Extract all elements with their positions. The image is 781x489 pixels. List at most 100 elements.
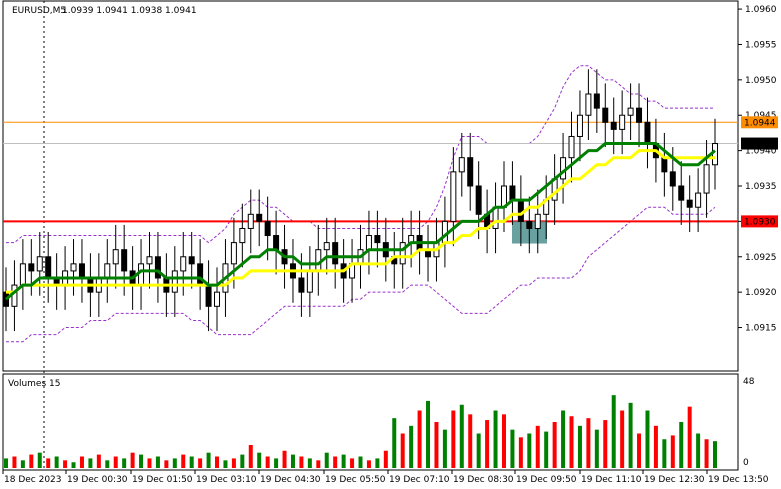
candle-body <box>610 121 617 130</box>
volume-bar <box>79 456 84 468</box>
price-tag-label: 1.0941 <box>744 140 776 150</box>
candle-body <box>458 157 465 173</box>
candle-body <box>230 242 237 265</box>
candle-body <box>441 220 448 244</box>
candle-body <box>256 213 263 222</box>
volume-bar <box>535 425 540 468</box>
price-tag-box <box>741 137 778 150</box>
volume-bar <box>248 445 253 468</box>
candle-body <box>197 263 204 286</box>
candle-body <box>593 93 600 109</box>
candle-body <box>298 277 305 293</box>
price-tag-box <box>741 116 778 129</box>
volume-bar <box>240 454 245 468</box>
volume-bar <box>257 452 262 468</box>
candle-body <box>45 256 52 279</box>
volume-bar <box>468 414 473 468</box>
volume-bar <box>510 429 515 468</box>
volume-pane <box>2 373 739 471</box>
candle-body <box>644 121 651 145</box>
y-tick-label: 1.0950 <box>745 76 777 86</box>
volume-bar <box>46 458 51 468</box>
candle-body <box>188 256 195 265</box>
candle-body <box>661 157 668 173</box>
candle-body <box>517 199 524 222</box>
candle-body <box>602 107 609 123</box>
volume-bar <box>130 452 135 468</box>
candle-body <box>28 263 35 272</box>
x-tick-label: 19 Dec 01:50 <box>132 475 193 485</box>
volume-bar <box>316 460 321 468</box>
y-tick-label: 1.0915 <box>745 324 777 334</box>
volume-bar <box>358 456 363 468</box>
volume-bar <box>662 439 667 468</box>
x-tick-label: 19 Dec 12:30 <box>644 475 705 485</box>
candle-body <box>11 284 18 307</box>
volume-bar <box>29 454 34 468</box>
volume-bar <box>350 458 355 468</box>
volume-bar <box>544 431 549 468</box>
candle-body <box>154 256 161 279</box>
price-pane <box>2 0 739 372</box>
volume-bar <box>20 460 25 468</box>
volume-bar <box>704 439 709 468</box>
volume-bar <box>653 425 658 468</box>
volume-bar <box>198 458 203 468</box>
volume-bar <box>122 458 127 468</box>
volume-bar <box>561 410 566 468</box>
volume-bar <box>679 422 684 468</box>
candle-body <box>568 135 575 159</box>
volume-bar <box>577 425 582 468</box>
band-lower-line <box>6 206 716 343</box>
chart-symbol: EURUSD,M5 <box>12 6 66 16</box>
candle-body <box>627 107 634 116</box>
volume-bar <box>687 406 692 468</box>
volume-bar <box>696 433 701 468</box>
y-tick-label: 1.0940 <box>745 147 777 157</box>
y-tick-label: 1.0935 <box>745 182 777 192</box>
volume-bar <box>713 441 717 468</box>
volume-bar <box>493 410 498 468</box>
moving-averages <box>5 142 716 301</box>
x-tick-label: 18 Dec 2023 <box>4 475 62 485</box>
x-tick-label: 19 Dec 11:10 <box>581 475 642 485</box>
volume-zero-label: 0 <box>743 458 749 468</box>
volume-bar <box>375 458 380 468</box>
volume-bar <box>172 458 177 468</box>
y-tick-label: 1.0960 <box>745 5 777 15</box>
volume-bar <box>409 425 414 468</box>
candle-body <box>712 143 718 166</box>
candle-body <box>273 235 280 251</box>
volume-bar <box>181 454 186 468</box>
candle-body <box>239 227 246 244</box>
volume-bar <box>147 458 152 468</box>
candle-body <box>19 263 26 286</box>
volume-bar <box>206 452 211 468</box>
volume-bar <box>4 458 8 468</box>
candle-body <box>585 93 592 116</box>
candle-body <box>636 107 643 123</box>
candle-body <box>264 220 271 237</box>
x-tick-label: 19 Dec 08:30 <box>453 475 514 485</box>
candle-body <box>365 235 372 251</box>
volume-bar <box>37 452 42 468</box>
volume-bar <box>459 404 464 468</box>
candle-body <box>138 263 145 286</box>
x-tick-label: 19 Dec 04:30 <box>260 475 321 485</box>
volume-bar <box>96 454 101 468</box>
volume-bar <box>611 395 616 468</box>
candle-body <box>669 171 676 187</box>
y-tick-label: 1.0955 <box>745 40 777 50</box>
volume-bar <box>552 422 557 468</box>
volume-label: Volumes 15 <box>8 379 60 389</box>
volume-bar <box>426 400 431 468</box>
volume-max-label: 48 <box>743 377 755 387</box>
candle-body <box>70 263 77 272</box>
volume-bar <box>105 460 110 468</box>
time-axis: 18 Dec 2023 19 Dec 00:30 19 Dec 01:50 19 De… <box>2 470 769 485</box>
candle-body <box>475 185 482 215</box>
candle-body <box>526 220 533 229</box>
volume-bar <box>341 454 346 468</box>
volume-bar <box>594 429 599 468</box>
